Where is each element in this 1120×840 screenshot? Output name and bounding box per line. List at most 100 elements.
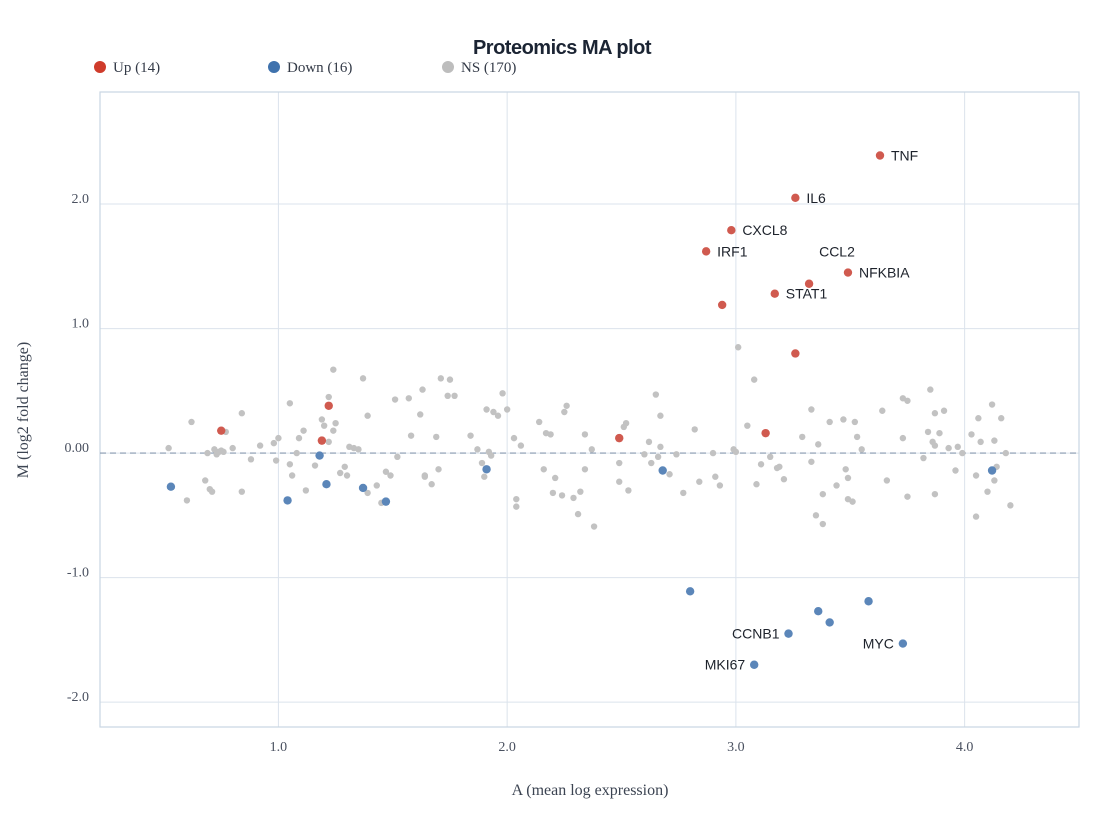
x-axis-label: A (mean log expression) (512, 782, 669, 799)
point-ns (883, 477, 891, 484)
point-ns (208, 488, 216, 495)
y-tick-label: 1.0 (72, 317, 90, 332)
point-ns (202, 477, 209, 484)
legend: Up (14) Down (16) NS (170) (94, 60, 516, 76)
point-ns (359, 375, 367, 382)
point-ns (343, 472, 351, 479)
legend-marker-up (94, 61, 106, 73)
point-ns (570, 494, 577, 502)
point-ns (853, 433, 861, 441)
point-ns (904, 493, 911, 500)
point-label-mki67: MKI67 (705, 657, 746, 673)
point-ns (510, 434, 518, 442)
point-ns (394, 453, 401, 461)
point-up (875, 151, 885, 160)
point-ns (275, 434, 282, 442)
point-ns (975, 415, 982, 422)
point-ns (767, 453, 774, 461)
point-ns (819, 520, 827, 528)
point-down (358, 483, 368, 493)
point-ns (616, 478, 623, 485)
point-ns (780, 476, 788, 483)
point-ns (988, 401, 996, 408)
point-ns (391, 396, 399, 403)
point-ns (302, 487, 310, 494)
point-ns (574, 510, 582, 518)
point-ns (220, 448, 227, 456)
point-ns (332, 419, 339, 427)
point-ns (657, 443, 664, 451)
legend-label-up: Up (14) (113, 60, 160, 76)
point-ns (165, 444, 172, 452)
x-tick-label: 4.0 (956, 740, 974, 755)
point-ns (842, 466, 849, 473)
y-tick-label: 0.00 (65, 441, 90, 456)
point-ns (320, 422, 328, 429)
point-ns (474, 446, 481, 453)
point-ns (931, 410, 939, 417)
point-ns (924, 428, 932, 436)
point-ns (405, 395, 412, 402)
point-up (727, 226, 736, 235)
point-ns (341, 463, 348, 470)
point-ns (336, 469, 344, 477)
point-ns (968, 431, 975, 438)
point-ns (931, 442, 939, 449)
point-ns (295, 434, 303, 442)
point-ns (535, 418, 543, 426)
point-ns (563, 402, 570, 409)
point-up (701, 247, 711, 256)
point-up (717, 300, 727, 310)
point-ns (229, 444, 236, 452)
point-ns (936, 429, 943, 437)
point-ns (945, 444, 952, 452)
point-up (791, 193, 800, 203)
point-ns (417, 411, 424, 418)
point-ns (503, 406, 511, 413)
point-ns (844, 474, 852, 482)
point-ns (581, 431, 589, 438)
legend-label-ns: NS (170) (461, 60, 516, 76)
point-ns (288, 472, 296, 479)
point-ns (972, 513, 980, 520)
point-ns (238, 410, 246, 417)
point-ns (654, 453, 662, 461)
point-down (166, 482, 176, 491)
point-label-stat1: STAT1 (786, 286, 828, 302)
point-ns (270, 439, 278, 447)
point-ns (517, 442, 525, 449)
point-ns (373, 482, 380, 489)
point-ns (437, 375, 445, 382)
point-down (658, 466, 667, 475)
point-ns (625, 487, 632, 494)
point-ns (840, 416, 847, 423)
point-ns (652, 391, 660, 398)
point-ns (712, 473, 719, 480)
point-ns (616, 459, 623, 467)
point-ns (812, 512, 820, 519)
point-ns (204, 449, 211, 457)
point-ns (300, 427, 307, 434)
y-axis-label: M (log2 fold change) (15, 342, 32, 478)
point-ns (899, 434, 907, 442)
point-ns (927, 386, 934, 393)
point-ns (819, 490, 827, 498)
point-ns (247, 456, 255, 463)
point-ns (421, 473, 429, 480)
x-tick-label: 1.0 (270, 740, 288, 755)
point-ns (478, 459, 486, 467)
point-ns (590, 523, 598, 530)
point-down (749, 660, 759, 669)
point-ns (732, 448, 740, 456)
point-down (814, 607, 823, 616)
point-ns (991, 477, 998, 484)
point-ns (183, 497, 191, 504)
point-ns (691, 426, 698, 433)
point-ns (998, 415, 1005, 422)
point-ns (318, 416, 326, 423)
point-ns (666, 471, 673, 478)
point-label-ccnb1: CCNB1 (732, 626, 780, 642)
point-ns (808, 406, 815, 413)
point-ns (815, 441, 822, 448)
point-ns (549, 489, 557, 497)
